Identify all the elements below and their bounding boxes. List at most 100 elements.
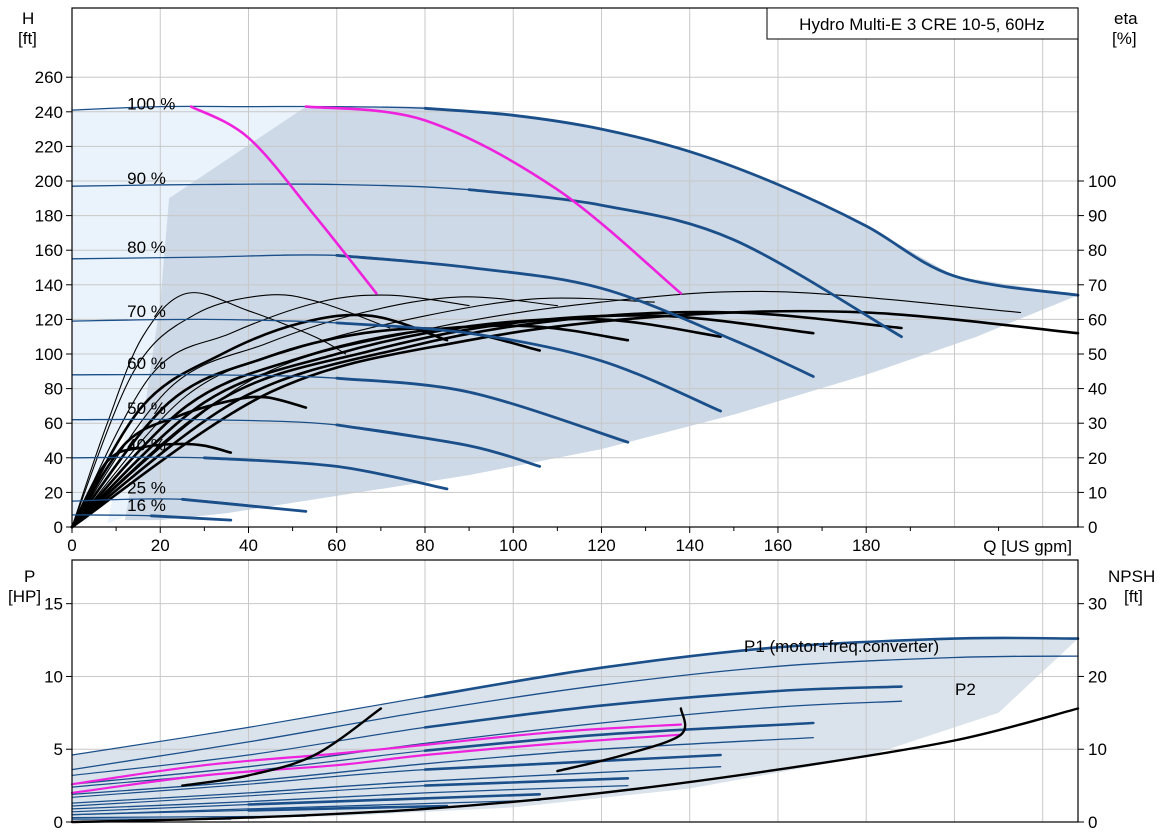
x-axis-label: Q [US gpm]	[983, 537, 1072, 556]
bottom-right-tick-label: 20	[1088, 667, 1107, 686]
top-right-tick-label: 50	[1088, 345, 1107, 364]
top-right-axis-title: eta	[1114, 9, 1138, 28]
speed-labels: 100 % 90 % 80 % 70 % 60 % 50 % 40 % 25 %16 %	[127, 95, 175, 515]
top-left-tick-label: 40	[44, 449, 63, 468]
bottom-right-axis: 0 10 20 30	[1078, 595, 1107, 832]
top-x-tick-label: 60	[327, 536, 346, 555]
top-left-tick-label: 200	[35, 172, 63, 191]
top-right-tick-label: 20	[1088, 449, 1107, 468]
top-x-tick-label: 0	[67, 536, 76, 555]
top-x-tick-label: 140	[676, 536, 704, 555]
top-right-tick-label: 40	[1088, 380, 1107, 399]
p1-curve-bold	[423, 685, 903, 729]
chart-title: Hydro Multi-E 3 CRE 10-5, 60Hz	[799, 15, 1045, 34]
speed-label: 70 %	[127, 302, 166, 321]
p2-curve	[71, 784, 629, 810]
top-left-tick-label: 260	[35, 68, 63, 87]
top-left-tick-label: 240	[35, 103, 63, 122]
top-left-axis: 0 20 40 60 80 100 120 140 160 180 200 220 240 260	[35, 68, 72, 537]
head-curve-bold	[467, 188, 903, 339]
max-power-curve	[189, 105, 378, 295]
p1-curve-bold	[423, 721, 815, 752]
top-x-tick-label: 80	[416, 536, 435, 555]
bottom-right-axis-title: NPSH	[1108, 567, 1155, 586]
power-npsh-plot: 0 5 10 15 0 10 20 30 P1 (motor+freq.converter) P2…	[8, 559, 1155, 832]
bottom-left-axis: 0 5 10 15	[44, 595, 72, 832]
p2-series-label: P2	[955, 680, 976, 699]
bottom-left-tick-label: 15	[44, 595, 63, 614]
top-x-tick-label: 20	[151, 536, 170, 555]
bottom-max-power-curve	[70, 723, 682, 786]
p1-curve-bold	[247, 793, 541, 806]
top-right-tick-label: 100	[1088, 172, 1116, 191]
efficiency-curve	[70, 309, 1080, 529]
envelope-light-area	[72, 106, 192, 527]
p1-curves	[71, 636, 1080, 820]
p1-curve-bold	[247, 804, 449, 812]
p2-curve	[71, 655, 1079, 771]
bottom-y-axis-unit: [HP]	[8, 587, 41, 606]
top-left-tick-label: 160	[35, 241, 63, 260]
speed-label: 40 %	[127, 435, 166, 454]
p2-curves	[71, 655, 1079, 816]
bottom-right-tick-label: 0	[1088, 813, 1097, 829]
npsh-curves	[70, 707, 1080, 824]
head-curve-bold	[150, 514, 233, 522]
bottom-max-power-curve	[70, 733, 682, 794]
top-right-tick-label: 0	[1088, 518, 1097, 537]
top-right-tick-label: 60	[1088, 310, 1107, 329]
bottom-right-tick-label: 30	[1088, 595, 1107, 614]
bottom-right-tick-label: 10	[1088, 740, 1107, 759]
bottom-max-power-curves	[70, 723, 682, 794]
max-power-curve	[304, 105, 683, 295]
p2-curve	[71, 736, 814, 795]
p1-curve-bold	[423, 753, 722, 771]
speed-label: 80 %	[127, 238, 166, 257]
top-right-axis: 0 10 20 30 40 50 60 70 80 90 100	[1078, 172, 1116, 537]
title-box-frame	[766, 7, 1079, 40]
p1-series-label: P1 (motor+freq.converter)	[744, 637, 939, 656]
top-left-tick-label: 220	[35, 137, 63, 156]
efficiency-curve	[71, 292, 347, 528]
head-curve-bold	[335, 376, 630, 444]
top-y-axis-title: H	[22, 9, 34, 28]
p1-curve-bold	[423, 636, 1080, 699]
efficiency-curve	[70, 313, 449, 529]
top-plot-frame	[71, 7, 1079, 528]
top-left-tick-label: 0	[54, 518, 63, 537]
efficiency-curve	[71, 296, 558, 528]
top-x-tick-label: 100	[499, 536, 527, 555]
head-curves	[71, 105, 1080, 522]
bottom-y-axis-title: P	[24, 567, 35, 586]
head-curve-bold	[335, 321, 722, 413]
top-left-tick-label: 100	[35, 345, 63, 364]
bottom-left-tick-label: 0	[54, 813, 63, 829]
chart-title-box: Hydro Multi-E 3 CRE 10-5, 60Hz	[766, 7, 1079, 40]
top-left-tick-label: 60	[44, 414, 63, 433]
top-x-tick-label: 160	[764, 536, 792, 555]
efficiency-curve	[70, 395, 308, 529]
top-y-axis-unit: [ft]	[18, 29, 37, 48]
p2-curve	[71, 700, 903, 785]
top-right-tick-label: 30	[1088, 414, 1107, 433]
top-x-axis: 0 20 40 60 80 100 120 140 160 180	[67, 527, 1000, 555]
speed-label: 60 %	[127, 354, 166, 373]
speed-label: 25 %	[127, 479, 166, 498]
top-left-tick-label: 80	[44, 380, 63, 399]
speed-label: 90 %	[127, 169, 166, 188]
head-curve-bold	[335, 254, 815, 378]
efficiency-curve	[71, 290, 1022, 528]
top-x-tick-label: 120	[587, 536, 615, 555]
speed-label: 50 %	[127, 399, 166, 418]
x-axis-label-bg	[955, 534, 1075, 556]
head-curve-bold	[203, 456, 449, 491]
bottom-plot-frame	[71, 559, 1079, 823]
bottom-left-tick-label: 10	[44, 667, 63, 686]
head-curve-bold	[180, 497, 308, 513]
top-left-tick-label: 140	[35, 276, 63, 295]
head-curve-bold	[423, 106, 1080, 297]
top-right-tick-label: 10	[1088, 483, 1107, 502]
top-x-tick-label: 40	[239, 536, 258, 555]
top-right-tick-label: 70	[1088, 276, 1107, 295]
